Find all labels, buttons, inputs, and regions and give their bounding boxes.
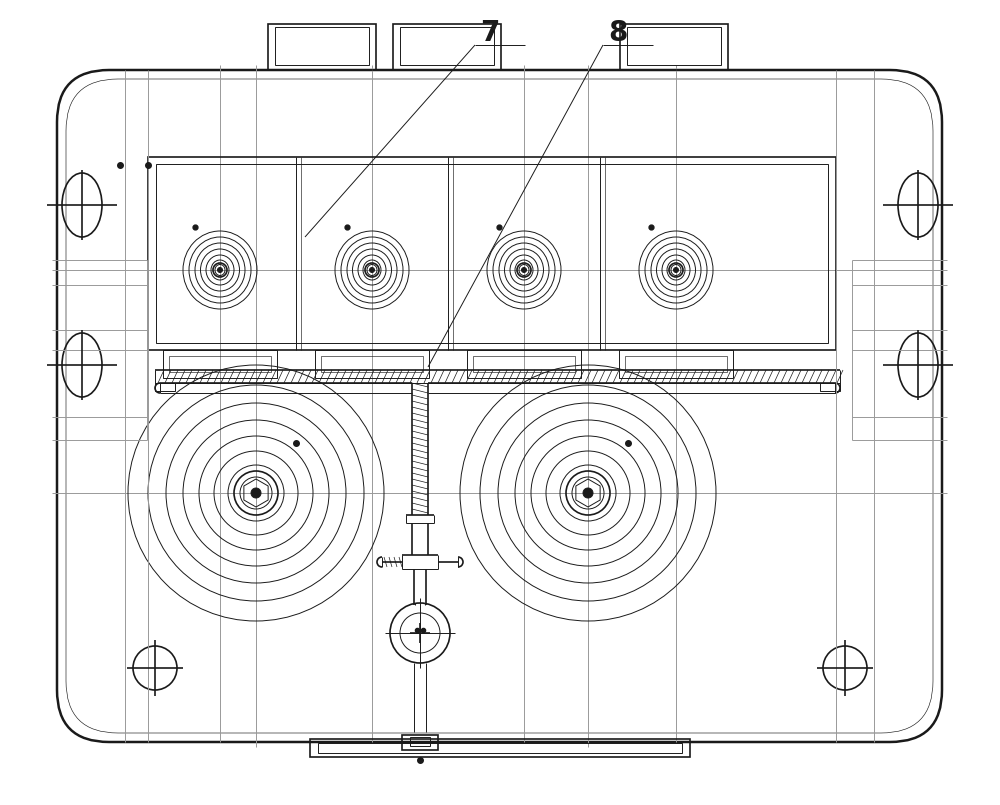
Circle shape bbox=[674, 267, 678, 273]
Bar bbox=[321, 356, 423, 372]
Bar bbox=[156, 164, 828, 343]
Bar bbox=[467, 350, 581, 378]
Bar bbox=[310, 739, 690, 757]
Circle shape bbox=[522, 267, 526, 273]
Bar bbox=[625, 356, 727, 372]
Bar bbox=[400, 27, 494, 65]
Bar bbox=[627, 27, 721, 65]
Bar bbox=[155, 383, 175, 391]
Bar bbox=[410, 737, 430, 746]
Bar bbox=[275, 27, 369, 65]
Bar bbox=[268, 24, 376, 70]
Circle shape bbox=[583, 488, 593, 498]
Text: 7: 7 bbox=[480, 19, 500, 47]
Bar bbox=[148, 157, 836, 350]
Bar bbox=[169, 356, 271, 372]
Bar bbox=[619, 350, 733, 378]
Bar bbox=[393, 24, 501, 70]
Bar bbox=[315, 350, 429, 378]
Circle shape bbox=[251, 488, 261, 498]
Bar bbox=[163, 350, 277, 378]
Bar bbox=[473, 356, 575, 372]
Bar bbox=[402, 735, 438, 750]
Bar bbox=[820, 383, 840, 391]
Text: 8: 8 bbox=[608, 19, 628, 47]
Circle shape bbox=[218, 267, 222, 273]
Bar bbox=[318, 743, 682, 753]
Circle shape bbox=[370, 267, 374, 273]
Bar bbox=[620, 24, 728, 70]
